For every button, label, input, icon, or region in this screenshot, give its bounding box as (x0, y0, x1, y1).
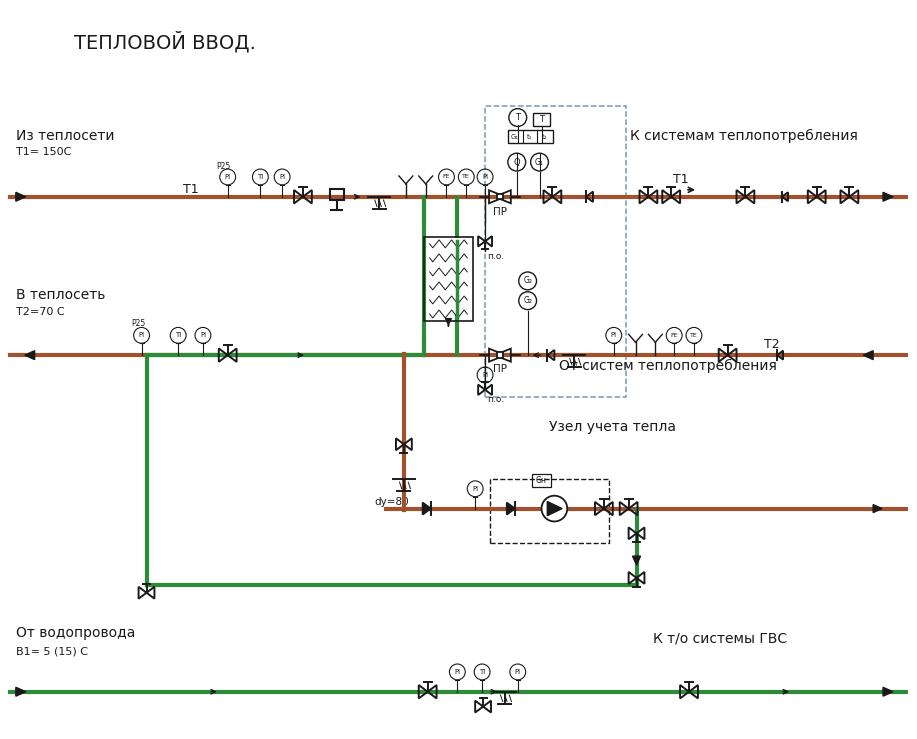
Polygon shape (863, 351, 873, 360)
Text: PI: PI (279, 174, 285, 180)
Bar (485, 106, 625, 397)
Text: PI: PI (200, 333, 206, 338)
Text: T: T (515, 113, 520, 122)
Text: t₁: t₁ (527, 134, 533, 140)
Bar (497, 194, 503, 200)
Text: G₂: G₂ (523, 296, 532, 305)
Text: ТЕПЛОВОЙ ВВОД.: ТЕПЛОВОЙ ВВОД. (74, 32, 256, 53)
Bar (329, 189, 344, 200)
Text: T1: T1 (183, 183, 199, 197)
Polygon shape (633, 556, 641, 565)
Text: T1: T1 (673, 174, 689, 186)
Text: TE: TE (691, 333, 698, 338)
Text: Т1= 150С: Т1= 150С (16, 147, 72, 157)
Bar (532, 474, 551, 487)
Text: TI: TI (479, 669, 485, 675)
Polygon shape (423, 503, 431, 514)
Text: G₁: G₁ (511, 134, 519, 140)
Text: В1= 5 (15) С: В1= 5 (15) С (16, 646, 88, 656)
Text: п.о.: п.о. (487, 252, 504, 261)
Bar (490, 479, 609, 543)
Polygon shape (873, 505, 882, 513)
Text: FE: FE (443, 174, 450, 180)
Text: К т/о системы ГВС: К т/о системы ГВС (654, 631, 788, 645)
Text: Gн: Gн (536, 477, 547, 486)
Text: От систем теплопотребления: От систем теплопотребления (559, 359, 778, 373)
Text: P25: P25 (131, 319, 146, 328)
Text: dy=80: dy=80 (374, 497, 409, 507)
Text: PI: PI (225, 174, 231, 180)
Text: Из теплосети: Из теплосети (16, 129, 115, 143)
Polygon shape (507, 503, 514, 514)
Polygon shape (25, 351, 35, 360)
Text: G₂: G₂ (523, 276, 532, 285)
Text: P25: P25 (216, 162, 231, 171)
Bar (533, 112, 550, 126)
Polygon shape (883, 192, 893, 201)
Text: Узел учета тепла: Узел учета тепла (549, 420, 677, 435)
Polygon shape (547, 502, 562, 516)
Circle shape (542, 496, 568, 522)
Text: PI: PI (482, 372, 488, 378)
Text: T: T (539, 115, 544, 124)
Text: п.о.: п.о. (487, 395, 504, 403)
Bar (424, 236, 473, 321)
Text: Q: Q (514, 157, 520, 166)
Bar (497, 353, 503, 358)
Bar (508, 130, 553, 143)
Text: К системам теплопотребления: К системам теплопотребления (630, 129, 857, 143)
Polygon shape (883, 687, 893, 696)
Polygon shape (16, 687, 26, 696)
Text: t₂: t₂ (542, 134, 547, 140)
Text: В теплосеть: В теплосеть (16, 287, 105, 302)
Text: TE: TE (462, 174, 470, 180)
Text: TI: TI (258, 174, 263, 180)
Text: ПР: ПР (493, 207, 507, 217)
Text: PI: PI (611, 333, 617, 338)
Text: ПР: ПР (493, 364, 507, 374)
Text: FE: FE (670, 333, 678, 338)
Text: PI: PI (138, 333, 145, 338)
Text: PI: PI (454, 669, 460, 675)
Text: T2: T2 (764, 338, 779, 351)
Text: PI: PI (514, 669, 521, 675)
Text: PI: PI (472, 486, 479, 491)
Text: Т2=70 С: Т2=70 С (16, 307, 64, 316)
Text: PI: PI (482, 174, 488, 180)
Text: TI: TI (175, 333, 182, 338)
Text: G₁: G₁ (536, 157, 544, 166)
Text: От водопровода: От водопровода (16, 626, 135, 640)
Polygon shape (16, 192, 26, 201)
